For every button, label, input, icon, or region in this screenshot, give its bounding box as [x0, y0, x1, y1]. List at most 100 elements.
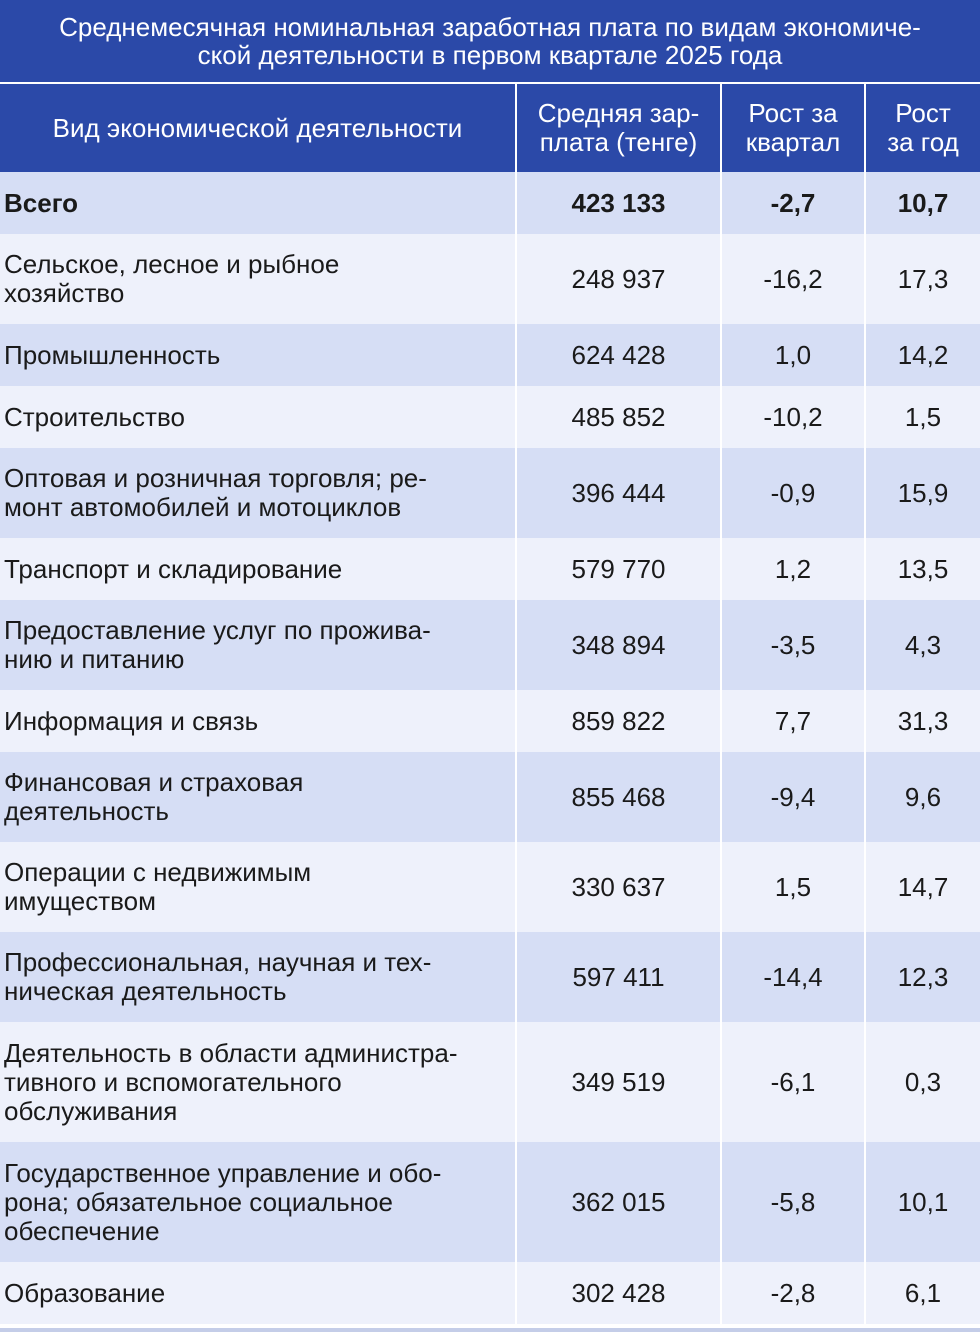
activity-line: Промышленность	[4, 339, 221, 370]
quarter-growth-cell: -3,5	[720, 600, 865, 690]
salary-cell: 362 015	[515, 1142, 721, 1262]
table-row: Транспорт и складирование 579 770 1,2 13,5	[0, 538, 980, 600]
bottom-rule	[0, 1328, 980, 1332]
year-growth-cell: 10,1	[864, 1142, 980, 1262]
activity-cell: Всего	[0, 172, 516, 234]
activity-line: хозяйство	[4, 278, 125, 308]
quarter-growth-cell: 1,0	[720, 324, 865, 386]
activity-line: Сельское, лесное и рыбное	[4, 249, 340, 279]
year-growth-cell: 10,7	[864, 172, 980, 234]
activity-line: Финансовая и страховая	[4, 767, 304, 797]
table-row: Профессиональная, научная и тех-ническая…	[0, 932, 980, 1022]
activity-cell: Деятельность в области администра-тивног…	[0, 1022, 516, 1142]
activity-line: нию и питанию	[4, 644, 185, 674]
activity-line: Деятельность в области администра-	[4, 1037, 458, 1068]
table-row: Оптовая и розничная торговля; ре-монт ав…	[0, 448, 980, 538]
quarter-growth-cell: 7,7	[720, 690, 865, 752]
activity-line: Предоставление услуг по прожива-	[4, 615, 431, 645]
year-growth-cell: 12,3	[864, 932, 980, 1022]
header-year-line: за год	[887, 127, 959, 157]
activity-cell: Операции с недвижимым имуществом	[0, 842, 516, 932]
activity-cell: Предоставление услуг по прожива-нию и пи…	[0, 600, 516, 690]
activity-cell: Строительство	[0, 386, 516, 448]
activity-line: Оптовая и розничная торговля; ре-	[4, 463, 427, 493]
year-growth-cell: 0,3	[864, 1022, 980, 1142]
salary-cell: 485 852	[515, 386, 721, 448]
activity-line: обслуживания	[4, 1095, 178, 1126]
header-quarter-line: Рост за	[748, 98, 838, 128]
activity-cell: Финансовая и страховая деятельность	[0, 752, 516, 842]
quarter-growth-cell: -2,7	[720, 172, 865, 234]
header-salary-line: плата (тенге)	[539, 127, 698, 157]
activity-line: Транспорт и складирование	[4, 553, 343, 584]
year-growth-cell: 4,3	[864, 600, 980, 690]
table-body: Всего 423 133 -2,7 10,7 Сельское, лесное и р…	[0, 172, 980, 1324]
activity-cell: Промышленность	[0, 324, 516, 386]
salary-cell: 579 770	[515, 538, 721, 600]
table-title: Среднемесячная номинальная заработная пл…	[0, 0, 980, 84]
header-row: Вид экономической деятельности Средняя з…	[0, 84, 980, 172]
activity-line: Профессиональная, научная и тех-	[4, 947, 432, 977]
activity-line: тивного и вспомогательного	[4, 1066, 342, 1097]
activity-cell: Профессиональная, научная и тех-ническая…	[0, 932, 516, 1022]
header-activity: Вид экономической деятельности	[0, 84, 516, 172]
salary-cell: 248 937	[515, 234, 721, 324]
table-row: Финансовая и страховая деятельность 855 46…	[0, 752, 980, 842]
activity-line: Операции с недвижимым	[4, 857, 312, 887]
activity-line: Строительство	[4, 401, 185, 432]
header-salary: Средняя зар- плата (тенге)	[515, 84, 721, 172]
activity-cell: Сельское, лесное и рыбное хозяйство	[0, 234, 516, 324]
activity-line: ническая деятельность	[4, 976, 287, 1006]
activity-line: имуществом	[4, 886, 157, 916]
quarter-growth-cell: -16,2	[720, 234, 865, 324]
title-line-1: Среднемесячная номинальная заработная пл…	[59, 12, 921, 42]
year-growth-cell: 17,3	[864, 234, 980, 324]
activity-line: Всего	[4, 187, 79, 218]
quarter-growth-cell: -5,8	[720, 1142, 865, 1262]
salary-cell: 396 444	[515, 448, 721, 538]
header-quarter-growth: Рост за квартал	[720, 84, 865, 172]
activity-cell: Транспорт и складирование	[0, 538, 516, 600]
quarter-growth-cell: -6,1	[720, 1022, 865, 1142]
quarter-growth-cell: 1,5	[720, 842, 865, 932]
activity-line: Образование	[4, 1277, 166, 1308]
table-row: Промышленность 624 428 1,0 14,2	[0, 324, 980, 386]
quarter-growth-cell: -10,2	[720, 386, 865, 448]
table-row: Деятельность в области администра-тивног…	[0, 1022, 980, 1142]
salary-cell: 859 822	[515, 690, 721, 752]
activity-line: Информация и связь	[4, 705, 259, 736]
quarter-growth-cell: -9,4	[720, 752, 865, 842]
quarter-growth-cell: -2,8	[720, 1262, 865, 1324]
salary-cell: 597 411	[515, 932, 721, 1022]
salary-cell: 624 428	[515, 324, 721, 386]
activity-cell: Государственное управление и обо-рона; о…	[0, 1142, 516, 1262]
activity-cell: Информация и связь	[0, 690, 516, 752]
year-growth-cell: 14,7	[864, 842, 980, 932]
table-row: Строительство 485 852 -10,2 1,5	[0, 386, 980, 448]
salary-cell: 855 468	[515, 752, 721, 842]
year-growth-cell: 9,6	[864, 752, 980, 842]
quarter-growth-cell: -14,4	[720, 932, 865, 1022]
table-row: Предоставление услуг по прожива-нию и пи…	[0, 600, 980, 690]
activity-cell: Оптовая и розничная торговля; ре-монт ав…	[0, 448, 516, 538]
salary-cell: 330 637	[515, 842, 721, 932]
year-growth-cell: 15,9	[864, 448, 980, 538]
activity-line: Государственное управление и обо-	[4, 1157, 442, 1188]
activity-line: монт автомобилей и мотоциклов	[4, 492, 402, 522]
salary-table: Вид экономической деятельности Средняя з…	[0, 84, 980, 1324]
salary-cell: 423 133	[515, 172, 721, 234]
year-growth-cell: 31,3	[864, 690, 980, 752]
activity-line: рона; обязательное социальное	[4, 1186, 393, 1217]
quarter-growth-cell: -0,9	[720, 448, 865, 538]
header-year-line: Рост	[895, 98, 951, 128]
table-row-total: Всего 423 133 -2,7 10,7	[0, 172, 980, 234]
table-row: Государственное управление и обо-рона; о…	[0, 1142, 980, 1262]
activity-cell: Образование	[0, 1262, 516, 1324]
quarter-growth-cell: 1,2	[720, 538, 865, 600]
salary-cell: 349 519	[515, 1022, 721, 1142]
table-row: Операции с недвижимым имуществом 330 637 1,…	[0, 842, 980, 932]
header-quarter-line: квартал	[745, 127, 841, 157]
salary-cell: 302 428	[515, 1262, 721, 1324]
year-growth-cell: 13,5	[864, 538, 980, 600]
